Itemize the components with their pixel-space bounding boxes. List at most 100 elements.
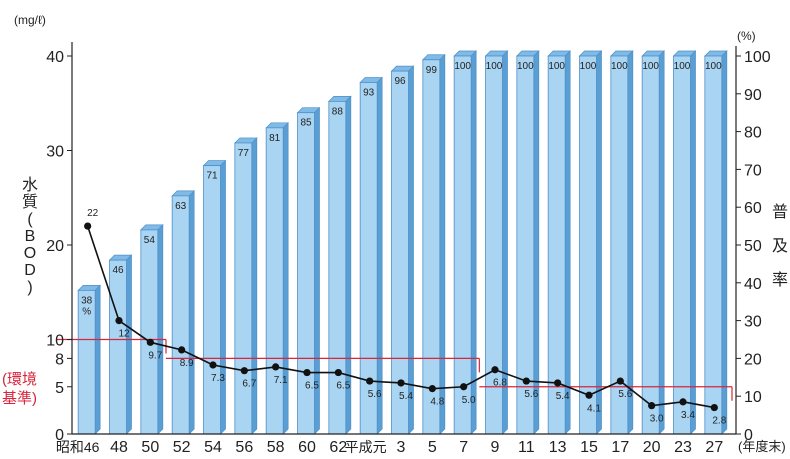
coverage-bar bbox=[703, 50, 728, 435]
bar-front-face bbox=[203, 165, 221, 435]
bod-point bbox=[115, 317, 123, 325]
x-tick-label: 7 bbox=[459, 439, 468, 456]
bar-value-label: 100 bbox=[454, 61, 471, 72]
standard-label-line: 基準) bbox=[2, 390, 37, 407]
bar-value-label: 85 bbox=[300, 118, 312, 129]
coverage-bar bbox=[139, 224, 164, 435]
coverage-bar bbox=[672, 50, 697, 435]
bar-front-face bbox=[547, 55, 566, 435]
bod-value-label: 9.7 bbox=[148, 350, 162, 361]
bar-value-label: 46 bbox=[112, 265, 124, 276]
right-tick-label: 50 bbox=[744, 238, 762, 255]
bar-front-face bbox=[453, 55, 472, 435]
bod-value-label: 7.1 bbox=[274, 375, 288, 386]
x-tick-label: 17 bbox=[611, 439, 629, 456]
bod-point bbox=[428, 385, 436, 393]
bod-point bbox=[491, 366, 499, 374]
left-axis-label-char: 水 bbox=[22, 176, 38, 194]
coverage-bar bbox=[421, 53, 446, 435]
x-tick-label: 11 bbox=[518, 439, 535, 456]
environmental-standard-lines bbox=[56, 338, 733, 401]
bar-side-face bbox=[627, 50, 634, 435]
coverage-bar bbox=[515, 50, 540, 435]
bod-value-label: 5.6 bbox=[368, 389, 382, 400]
coverage-bar bbox=[641, 50, 666, 435]
coverage-bar bbox=[547, 50, 572, 435]
left-tick-label: 8 bbox=[55, 351, 64, 368]
x-tick-label: 60 bbox=[298, 439, 316, 456]
bar-side-face bbox=[376, 76, 383, 435]
coverage-bar bbox=[171, 190, 196, 435]
left-tick-label: 5 bbox=[55, 380, 64, 397]
bod-value-label: 2.8 bbox=[712, 416, 726, 427]
left-axis-label-char: 質 bbox=[22, 193, 38, 211]
bar-side-face bbox=[533, 50, 540, 435]
coverage-bar bbox=[484, 50, 509, 435]
bod-value-label: 8.9 bbox=[180, 358, 194, 369]
bar-value-label: 54 bbox=[144, 235, 156, 246]
left-tick-label: 30 bbox=[46, 144, 64, 161]
x-tick-label: 平成元 bbox=[345, 439, 387, 455]
left-axis-label-char: O bbox=[24, 245, 36, 262]
bar-side-face bbox=[721, 50, 728, 435]
coverage-bar bbox=[390, 65, 415, 435]
bod-value-label: 6.5 bbox=[305, 381, 319, 392]
bar-front-face bbox=[422, 59, 441, 435]
bod-value-label: 6.8 bbox=[493, 378, 507, 389]
bar-value-label: 100 bbox=[674, 61, 691, 72]
bod-point bbox=[366, 377, 374, 385]
coverage-bar bbox=[77, 284, 102, 435]
left-axis-label-char: ( bbox=[27, 211, 33, 228]
left-axis-unit: (mg/ℓ) bbox=[14, 13, 46, 27]
left-axis-label-char: ) bbox=[27, 279, 32, 296]
x-tick-label: 20 bbox=[643, 439, 661, 456]
coverage-bar bbox=[265, 121, 290, 435]
coverage-bar-labels: 38% 46 54 63 71 77 81 85 88 93 96 99 100 100 100 100 100… bbox=[81, 61, 722, 317]
x-tick-label: 50 bbox=[141, 439, 159, 456]
x-tick-label: 3 bbox=[397, 439, 406, 456]
left-tick-label: 0 bbox=[55, 427, 64, 444]
bar-front-face bbox=[516, 55, 535, 435]
coverage-bar bbox=[327, 95, 352, 435]
bar-side-face bbox=[439, 53, 446, 435]
bar-side-face bbox=[658, 50, 665, 435]
bar-front-face bbox=[109, 259, 127, 435]
left-axis-label-char: D bbox=[24, 262, 36, 279]
bod-value-label: 7.3 bbox=[211, 373, 225, 384]
x-tick-label: 昭和46 bbox=[56, 439, 100, 455]
bar-front-face bbox=[140, 229, 159, 435]
bar-value-label: 100 bbox=[517, 61, 534, 72]
bod-point bbox=[554, 379, 562, 387]
right-axis-label-char: 普 bbox=[772, 203, 788, 221]
right-tick-label: 60 bbox=[744, 200, 762, 217]
x-tick-label: 52 bbox=[173, 439, 191, 456]
left-tick-label: 40 bbox=[46, 49, 64, 66]
coverage-bar bbox=[108, 254, 133, 435]
right-tick-label: 90 bbox=[744, 87, 762, 104]
right-tick-label: 10 bbox=[744, 389, 762, 406]
right-tick-label: 20 bbox=[744, 351, 762, 368]
bar-side-face bbox=[94, 284, 101, 435]
bar-value-label: 99 bbox=[426, 65, 438, 76]
x-tick-label: 13 bbox=[549, 439, 567, 456]
bar-value-label: 100 bbox=[580, 61, 597, 72]
bar-side-face bbox=[690, 50, 696, 435]
coverage-bar bbox=[202, 159, 227, 435]
x-tick-label: 54 bbox=[204, 439, 222, 456]
bod-point bbox=[648, 402, 656, 410]
left-tick-label: 10 bbox=[46, 333, 64, 350]
bod-value-label: 3.0 bbox=[650, 414, 664, 425]
right-axis-label: 普及率 bbox=[772, 203, 788, 289]
bar-side-face bbox=[188, 190, 195, 435]
bod-point bbox=[679, 398, 687, 406]
bar-value-label: 100 bbox=[611, 61, 628, 72]
bar-value-label: % bbox=[82, 306, 91, 317]
bod-point bbox=[460, 383, 468, 391]
bar-side-face bbox=[408, 65, 414, 435]
bar-side-face bbox=[126, 254, 132, 435]
coverage-bar bbox=[233, 137, 258, 435]
bar-front-face bbox=[234, 142, 253, 435]
